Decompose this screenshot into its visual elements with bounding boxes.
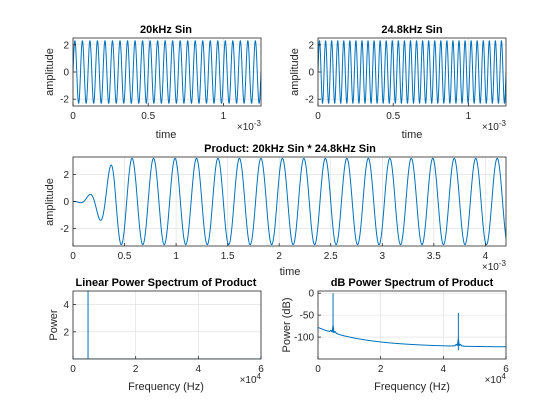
series-line bbox=[73, 157, 506, 246]
subplot-24-8khz-sin: 24.8kHz Sin 0 0.5 1-202×10-3 time amplitud… bbox=[289, 24, 507, 141]
x-tick-label: 2.5 bbox=[324, 251, 338, 262]
axes-frame bbox=[317, 290, 507, 360]
plot-area: 0 0.5 1-202×10-3 bbox=[305, 37, 507, 133]
x-tick-label: 0.5 bbox=[386, 111, 400, 122]
x-tick-label: 0.5 bbox=[118, 251, 132, 262]
series-line bbox=[318, 40, 506, 104]
plot-background bbox=[73, 291, 261, 359]
y-tick-label: 2 bbox=[63, 327, 69, 338]
x-tick-label: 1 bbox=[173, 251, 179, 262]
x-tick-label: 2 bbox=[276, 251, 282, 262]
chart-title: 20kHz Sin bbox=[140, 24, 192, 36]
x-tick-label: 0 bbox=[70, 251, 76, 262]
plot-area: 0 2 4 6 2 4 ×104 bbox=[63, 290, 264, 386]
axes-frame bbox=[72, 290, 262, 360]
y-tick-label: 2 bbox=[63, 170, 69, 181]
x-tick-label: 0.5 bbox=[141, 111, 155, 122]
plot-area: 0 0.5 1-202×10-3 bbox=[60, 37, 262, 133]
y-tick-label: 0 bbox=[308, 289, 314, 300]
x-tick-label: 0 bbox=[70, 111, 76, 122]
plot-background bbox=[318, 291, 506, 359]
y-tick-label: 0 bbox=[63, 68, 69, 79]
x-tick-label: 2 bbox=[133, 364, 139, 375]
x-axis-exponent: ×10-3 bbox=[482, 119, 507, 133]
y-axis-label: Power bbox=[48, 309, 60, 341]
y-tick-label: 2 bbox=[308, 40, 314, 51]
y-tick-label: 0 bbox=[63, 197, 69, 208]
x-tick-label: 6 bbox=[503, 364, 509, 375]
y-tick-label: 0 bbox=[308, 68, 314, 79]
y-tick-label: 4 bbox=[63, 300, 69, 311]
x-axis-label: Frequency (Hz) bbox=[374, 381, 450, 393]
y-tick-label: -50 bbox=[300, 311, 315, 322]
y-tick-label: -2 bbox=[60, 95, 69, 106]
y-tick-label: -2 bbox=[60, 224, 69, 235]
subplot-product: Product: 20kHz Sin * 24.8kHz Sin 0 0.5 1 1.… bbox=[44, 143, 507, 278]
series-line bbox=[318, 293, 506, 351]
x-tick-label: 4 bbox=[483, 251, 489, 262]
x-axis-label: time bbox=[402, 129, 423, 141]
x-tick-label: 0 bbox=[315, 111, 321, 122]
chart-title: Product: 20kHz Sin * 24.8kHz Sin bbox=[204, 143, 376, 155]
chart-title: 24.8kHz Sin bbox=[381, 24, 442, 36]
x-tick-label: 1 bbox=[466, 111, 472, 122]
subplot-20khz-sin: 20kHz Sin 0 0.5 1-202×10-3 time amplitude bbox=[44, 24, 262, 141]
x-axis-exponent: ×104 bbox=[240, 372, 262, 386]
x-axis-label: time bbox=[280, 266, 301, 278]
subplot-db-power-spectrum: dB Power Spectrum of Product 0 2 4 6 -100 -50… bbox=[281, 277, 509, 393]
x-tick-label: 1.5 bbox=[221, 251, 235, 262]
y-axis-label: amplitude bbox=[44, 178, 56, 226]
x-axis-exponent: ×10-3 bbox=[237, 119, 262, 133]
y-axis-label: amplitude bbox=[44, 48, 56, 96]
plot-area: 0 0.5 1 1.5 2 2.5 3 3.5 4 -2 0 2 ×10-3 bbox=[60, 156, 507, 273]
x-axis-label: time bbox=[156, 129, 177, 141]
x-tick-label: 4 bbox=[196, 364, 202, 375]
x-tick-label: 6 bbox=[258, 364, 264, 375]
x-tick-label: 4 bbox=[441, 364, 447, 375]
plot-area: 0 2 4 6 -100 -50 0 ×104 bbox=[294, 289, 509, 386]
x-tick-label: 3 bbox=[380, 251, 386, 262]
x-axis-exponent: ×10-3 bbox=[482, 259, 507, 273]
chart-title: Linear Power Spectrum of Product bbox=[76, 277, 257, 289]
x-tick-label: 3.5 bbox=[427, 251, 441, 262]
x-tick-label: 1 bbox=[221, 111, 227, 122]
y-axis-label: amplitude bbox=[289, 48, 301, 96]
series-line bbox=[73, 40, 261, 104]
y-axis-label: Power (dB) bbox=[281, 297, 293, 352]
x-axis-label: Frequency (Hz) bbox=[128, 381, 204, 393]
y-tick-label: 2 bbox=[63, 40, 69, 51]
x-axis-exponent: ×104 bbox=[485, 372, 507, 386]
x-tick-label: 0 bbox=[315, 364, 321, 375]
y-tick-label: -2 bbox=[305, 95, 314, 106]
x-tick-label: 2 bbox=[378, 364, 384, 375]
y-tick-label: -100 bbox=[294, 333, 314, 344]
chart-title: dB Power Spectrum of Product bbox=[331, 277, 494, 289]
subplot-linear-power-spectrum: Linear Power Spectrum of Product 0 2 4 6 2 4 ×… bbox=[48, 277, 264, 393]
x-tick-label: 0 bbox=[70, 364, 76, 375]
